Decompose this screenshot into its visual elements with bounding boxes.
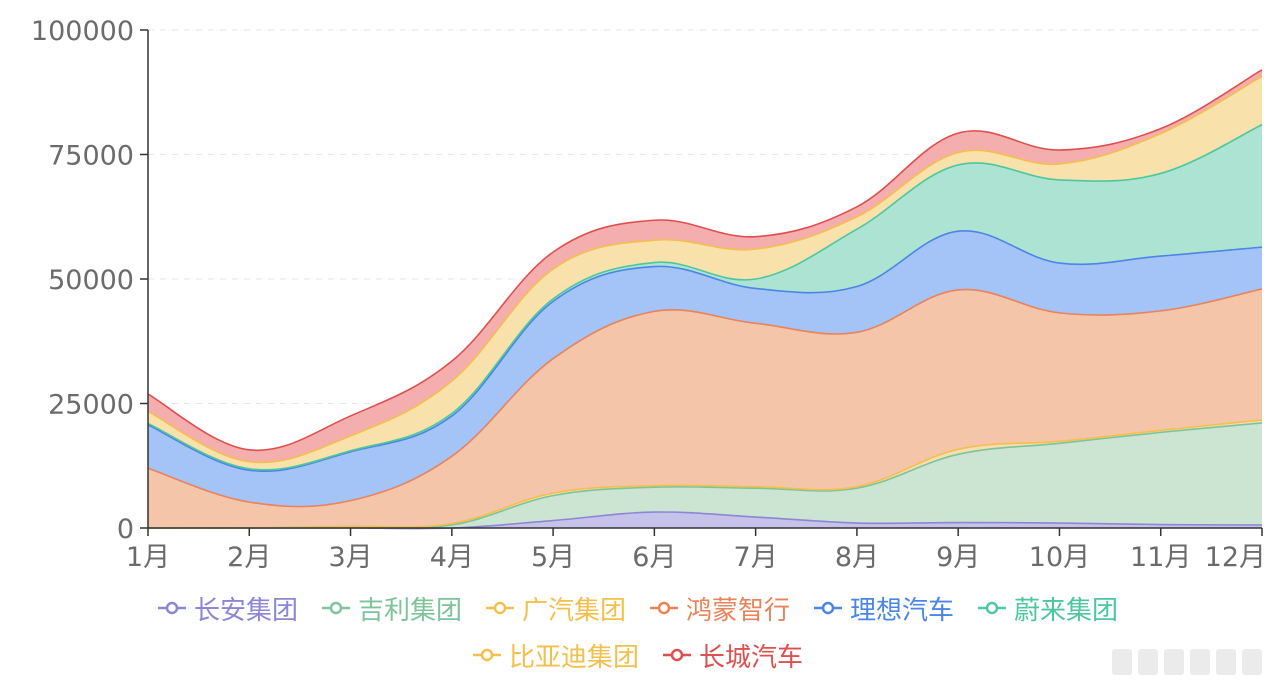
x-tick-label: 3月	[328, 542, 372, 573]
x-tick-label: 4月	[430, 542, 474, 573]
legend-item[interactable]: 理想汽车	[814, 596, 954, 626]
watermark	[1112, 649, 1262, 675]
watermark-block	[1112, 649, 1132, 675]
series-area-0	[148, 511, 1262, 529]
legend-marker-icon	[821, 601, 835, 615]
legend-item[interactable]: 蔚来集团	[978, 596, 1118, 626]
x-tick-label: 11月	[1130, 542, 1191, 573]
legend-item[interactable]: 比亚迪集团	[473, 643, 639, 673]
legend-marker-icon	[480, 648, 494, 662]
x-tick-label: 6月	[632, 542, 676, 573]
legend-label: 理想汽车	[850, 596, 954, 626]
series-area-5	[148, 124, 1262, 472]
legend-item[interactable]: 广汽集团	[486, 596, 626, 626]
x-tick-label: 5月	[531, 542, 575, 573]
legend-label: 广汽集团	[522, 596, 626, 626]
legend-item[interactable]: 吉利集团	[322, 596, 462, 626]
axes: 0 25000 50000 75000 100000 1月 2月 3月 4月 5月 6月 7月 8月 9月…	[31, 16, 1266, 573]
series-area-4	[148, 230, 1262, 507]
y-tick-label: 0	[117, 514, 134, 545]
legend-marker-icon	[165, 601, 179, 615]
legend-label: 吉利集团	[358, 596, 462, 626]
x-tick-label: 10月	[1029, 542, 1090, 573]
x-tick-label: 1月	[126, 542, 170, 573]
legend-label: 比亚迪集团	[509, 643, 639, 673]
legend-label: 鸿蒙智行	[686, 596, 790, 626]
legend-marker-icon	[329, 601, 343, 615]
x-tick-label: 7月	[734, 542, 778, 573]
series-line-7	[147, 69, 1263, 452]
series-line-2	[147, 419, 1263, 529]
y-tick-label: 50000	[48, 265, 134, 296]
legend-label: 长城汽车	[699, 643, 803, 673]
legend-marker-icon	[670, 648, 684, 662]
legend-marker-icon	[493, 601, 507, 615]
legend-marker-icon	[657, 601, 671, 615]
series-area-1	[148, 422, 1262, 529]
watermark-block	[1216, 649, 1236, 675]
legend-marker-icon	[985, 601, 999, 615]
watermark-block	[1190, 649, 1210, 675]
series-lines	[147, 69, 1263, 530]
series-line-4	[147, 230, 1263, 472]
x-tick-label: 8月	[835, 542, 879, 573]
series-line-3	[147, 288, 1263, 508]
legend-label: 长安集团	[194, 596, 298, 626]
watermark-block	[1164, 649, 1184, 675]
x-tick-label: 12月	[1205, 542, 1266, 573]
legend-item[interactable]: 长安集团	[158, 596, 298, 626]
series-line-6	[147, 75, 1263, 464]
watermark-block	[1242, 649, 1262, 675]
legend-label: 蔚来集团	[1014, 596, 1118, 626]
series-area-2	[148, 419, 1262, 529]
series-area-3	[148, 288, 1262, 529]
x-tick-label: 2月	[227, 542, 271, 573]
series-areas	[148, 69, 1262, 529]
y-tick-label: 25000	[48, 390, 134, 421]
series-line-5	[147, 123, 1263, 471]
y-tick-label: 100000	[31, 16, 134, 47]
x-tick-label: 9月	[936, 542, 980, 573]
watermark-block	[1138, 649, 1158, 675]
y-tick-label: 75000	[48, 141, 134, 172]
legend-item[interactable]: 长城汽车	[663, 643, 803, 673]
legend-item[interactable]: 鸿蒙智行	[650, 596, 790, 626]
